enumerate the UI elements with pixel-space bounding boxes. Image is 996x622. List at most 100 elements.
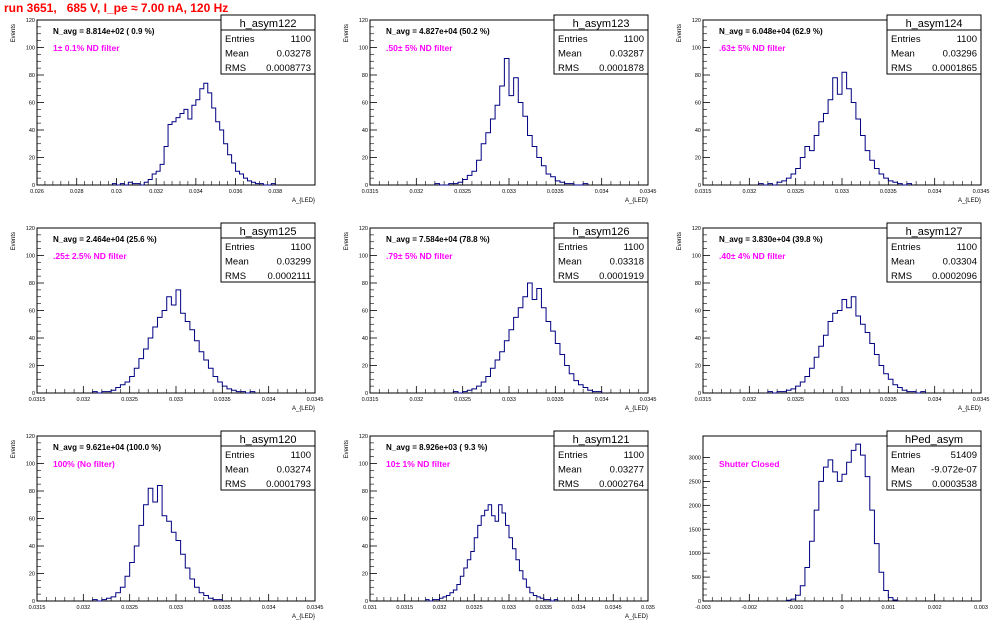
stat-value: 0.03299 [277,257,311,268]
y-tick-label: 500 [692,575,701,581]
x-tick-label: 0.0335 [880,189,897,195]
y-tick-label: 20 [362,364,368,370]
y-tick-label: 60 [695,101,701,107]
x-tick-label: 0.034 [262,397,276,403]
navg-label: N_avg = 6.048e+04 (62.9 %) [719,27,823,36]
histogram-panel-h_asym123: 0 20 40 60 80 100 120 0.0315 0.032 0.0325 0.033 0.0… [344,14,657,204]
histogram-panel-h_asym120: 0 20 40 60 80 100 120 0.0315 0.032 0.0325 0.033 0.0… [11,430,324,620]
stat-label: RMS [225,271,246,282]
stat-value: 0.03318 [610,257,644,268]
y-axis-label: Events [11,232,17,250]
histogram-line [434,58,589,186]
x-tick-label: 0.026 [30,189,44,195]
navg-label: N_avg = 8.814e+02 ( 0.9 %) [53,27,155,36]
histogram-line [92,485,223,602]
stat-value: 1100 [624,34,644,45]
x-tick-label: 0.0315 [362,189,379,195]
x-axis-label: A_{LED} [958,406,981,412]
stat-label: Mean [558,49,582,60]
stat-label: Entries [558,34,588,45]
x-tick-label: 0.033 [835,189,849,195]
x-tick-label: 0.0325 [121,397,138,403]
y-axis-label: Events [677,24,683,42]
y-tick-label: 100 [359,462,368,468]
stat-label: RMS [558,479,579,490]
filter-label: Shutter Closed [719,459,779,469]
y-tick-label: 120 [26,18,35,24]
x-tick-label: 0.033 [835,397,849,403]
y-tick-label: 0 [365,183,368,189]
histogram-name: h_asym125 [240,226,297,238]
histogram-panel-h_asym122: 0 20 40 60 80 100 120 0.026 0.028 0.03 0.032 0.034 0… [11,14,316,204]
stat-box [553,430,649,491]
x-tick-label: 0.032 [742,189,756,195]
stat-value: 0.03278 [277,49,311,60]
navg-label: N_avg = 9.621e+04 (100.0 %) [53,443,161,452]
x-tick-label: 0.0325 [466,605,483,611]
y-tick-label: 40 [29,336,35,342]
x-tick-label: 0.033 [169,605,183,611]
y-tick-label: 20 [29,364,35,370]
stat-label: Entries [558,450,588,461]
filter-label: 10± 1% ND filter [386,459,451,469]
x-tick-label: 0.033 [502,605,516,611]
x-tick-label: 0.0345 [307,605,324,611]
stat-label: Entries [225,242,255,253]
y-tick-label: 120 [359,434,368,440]
y-tick-label: 0 [698,391,701,397]
stat-value: 1100 [957,34,977,45]
stat-label: Entries [891,242,921,253]
stat-label: RMS [558,271,579,282]
y-tick-label: 20 [362,156,368,162]
x-tick-label: 0.0315 [29,605,46,611]
stat-box [553,14,649,75]
y-tick-label: 40 [29,128,35,134]
histogram-line [92,289,256,394]
y-tick-label: 80 [29,73,35,79]
x-tick-label: 0.0345 [640,397,657,403]
histogram-line [767,296,926,394]
stat-label: RMS [225,63,246,74]
y-tick-label: 0 [32,183,35,189]
stat-value: 1100 [291,34,311,45]
y-tick-label: 120 [26,434,35,440]
x-tick-label: 0.032 [409,189,423,195]
y-tick-label: 40 [362,544,368,550]
filter-label: .50± 5% ND filter [386,43,453,53]
y-tick-label: 100 [692,254,701,260]
stat-box [886,430,982,491]
x-tick-label: 0.0335 [214,605,231,611]
x-tick-label: 0.032 [742,397,756,403]
y-tick-label: 2500 [689,479,701,485]
filter-label: .40± 4% ND filter [719,251,786,261]
y-tick-label: 0 [698,183,701,189]
x-tick-label: 0.0345 [307,397,324,403]
stat-value: 1100 [624,242,644,253]
x-tick-label: 0.0315 [695,397,712,403]
navg-label: N_avg = 8.926e+03 ( 9.3 %) [386,443,488,452]
y-tick-label: 100 [26,46,35,52]
histogram-line [452,282,603,394]
y-tick-label: 100 [26,462,35,468]
x-tick-label: 0.0345 [640,189,657,195]
stat-label: Mean [558,257,582,268]
histogram-line [111,82,276,186]
y-tick-label: 0 [365,599,368,605]
x-tick-label: 0.034 [189,189,203,195]
x-tick-label: 0.035 [641,605,655,611]
x-tick-label: 0.032 [433,605,447,611]
y-axis-label: Events [11,440,17,458]
y-tick-label: 1500 [689,527,701,533]
stat-label: Mean [891,257,915,268]
x-tick-label: 0.032 [409,397,423,403]
x-tick-label: 0.032 [76,397,90,403]
y-tick-label: 40 [362,128,368,134]
stat-box [220,14,316,75]
histogram-name: h_asym124 [906,18,963,30]
x-tick-label: 0.033 [502,397,516,403]
stat-label: RMS [891,479,912,490]
y-tick-label: 60 [29,517,35,523]
stat-value: 51409 [951,450,977,461]
stat-label: Mean [225,465,249,476]
y-tick-label: 60 [29,101,35,107]
